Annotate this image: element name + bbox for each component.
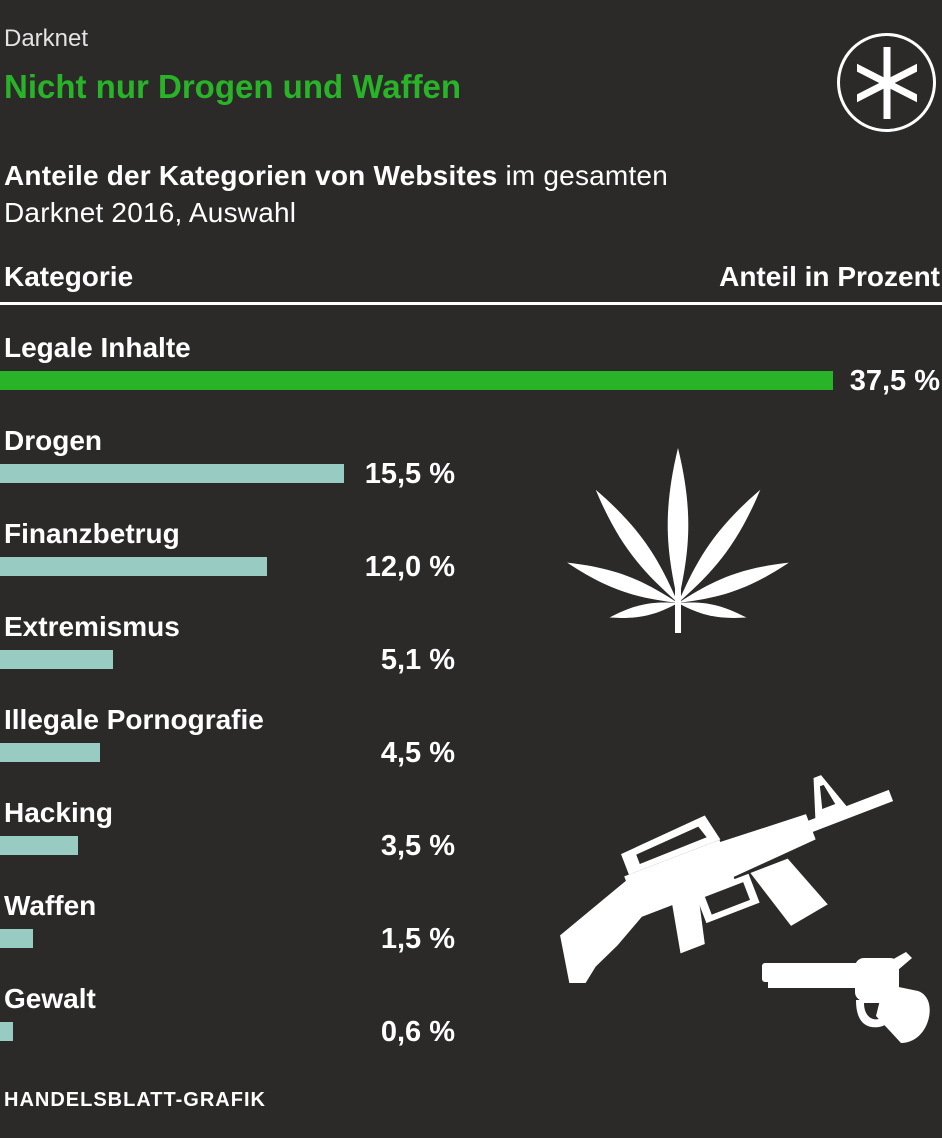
asterisk-badge [837,33,936,132]
subtitle-rest: im gesamten [497,160,668,191]
category-label: Extremismus [4,611,180,642]
category-label: Hacking [4,797,113,828]
bar [0,371,833,390]
value-label: 37,5 % [849,365,940,397]
value-label: 0,6 % [380,1016,455,1048]
value-label: 15,5 % [364,458,455,490]
bar-line: 3,5 % [0,831,942,861]
chart-row: Gewalt 0,6 % [0,985,942,1047]
bar [0,557,267,576]
kicker: Darknet [4,25,89,52]
value-label: 1,5 % [380,923,455,955]
chart-row: Waffen 1,5 % [0,892,942,954]
bar-line: 5,1 % [0,645,942,675]
header: Darknet Nicht nur Drogen und Waffen [0,0,942,105]
chart-row: Drogen 15,5 % [0,427,942,489]
bar-line: 0,6 % [0,1017,942,1047]
rifle-icon [523,746,915,1004]
column-header-category: Kategorie [4,261,134,292]
bar [0,1022,13,1041]
page-title: Nicht nur Drogen und Waffen [4,68,462,105]
value-label: 4,5 % [380,737,455,769]
chart-row: Finanzbetrug 12,0 % [0,520,942,582]
bar [0,650,113,669]
asterisk-icon [856,46,917,119]
subtitle-line2: Darknet 2016, Auswahl [4,197,297,228]
bar-line: 4,5 % [0,738,942,768]
category-label: Finanzbetrug [4,518,180,549]
source-credit: HANDELSBLATT-GRAFIK [4,1089,266,1111]
category-label: Waffen [4,890,97,921]
revolver-icon [760,948,932,1051]
category-label: Gewalt [4,983,96,1014]
category-label: Drogen [4,425,102,456]
cannabis-leaf-icon [563,441,793,638]
header-divider [0,302,942,305]
value-label: 5,1 % [380,644,455,676]
bar [0,836,78,855]
bar [0,464,344,483]
value-label: 3,5 % [380,830,455,862]
bar-line: 15,5 % [0,459,942,489]
bar [0,929,33,948]
category-label: Illegale Pornografie [4,704,264,735]
chart-row: Legale Inhalte 37,5 % [0,334,942,396]
bar-line: 12,0 % [0,552,942,582]
subtitle-bold: Anteile der Kategorien von Websites [4,160,498,191]
bar-chart: Legale Inhalte 37,5 % Drogen 15,5 % Fina… [0,334,942,1047]
bar-line: 1,5 % [0,924,942,954]
column-header-share: Anteil in Prozent [719,261,940,292]
column-header: Kategorie Anteil in Prozent [0,263,942,291]
bar-line: 37,5 % [0,366,942,396]
chart-row: Extremismus 5,1 % [0,613,942,675]
subtitle: Anteile der Kategorien von Websites im g… [0,157,942,231]
value-label: 12,0 % [364,551,455,583]
category-label: Legale Inhalte [4,332,191,363]
chart-row: Illegale Pornografie 4,5 % [0,706,942,768]
bar [0,743,100,762]
chart-row: Hacking 3,5 % [0,799,942,861]
